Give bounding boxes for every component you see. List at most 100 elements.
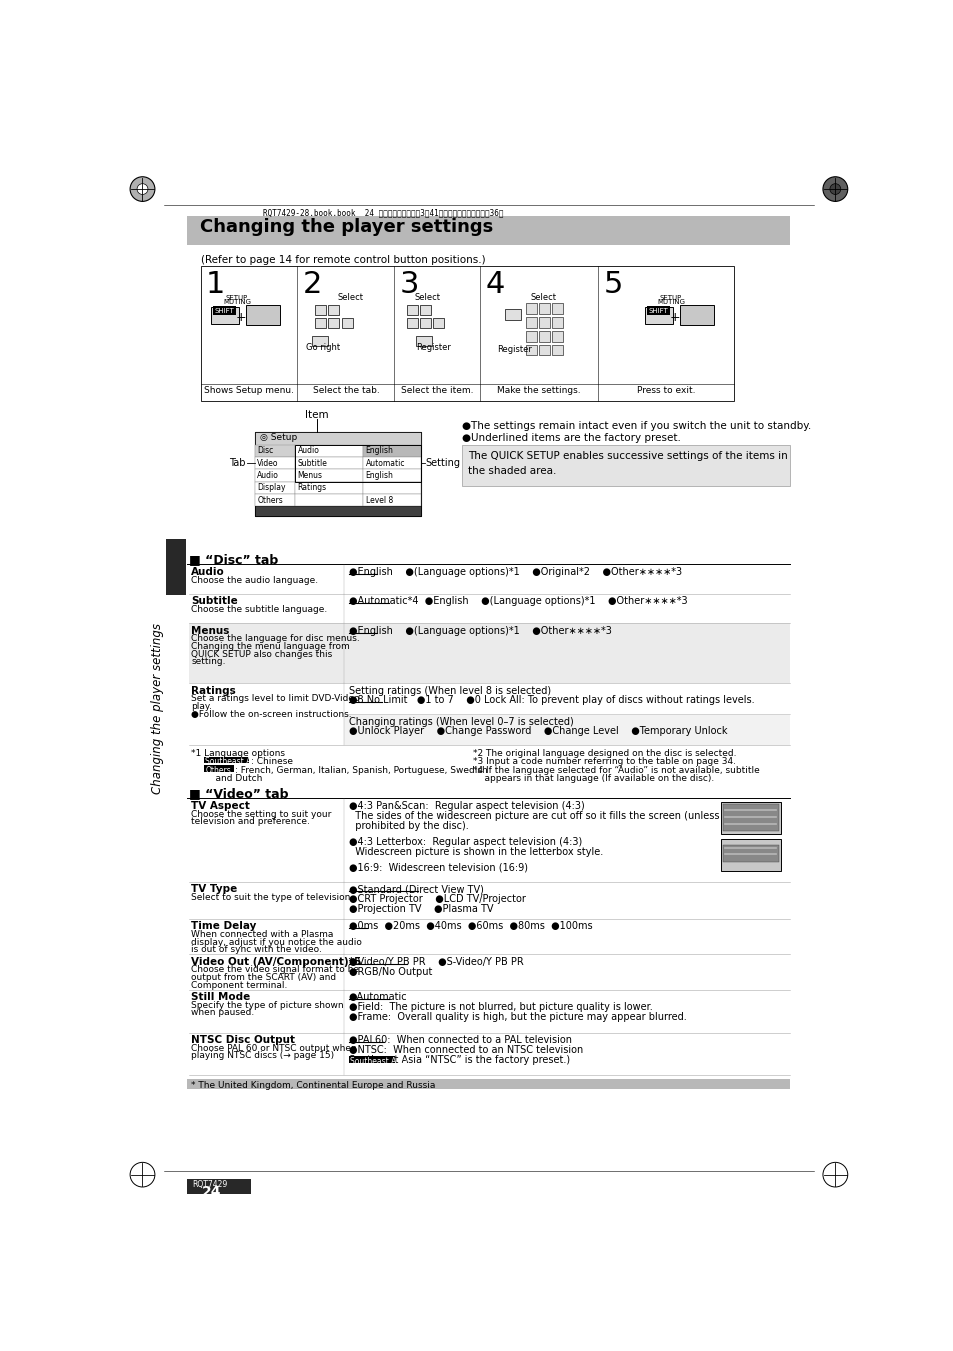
Bar (679, 305, 713, 326)
Bar (187, 1079, 790, 1089)
Circle shape (137, 184, 148, 195)
Text: prohibited by the disc).: prohibited by the disc). (348, 821, 468, 831)
Bar (294, 457, 363, 469)
Bar (254, 431, 421, 516)
Text: ●NTSC:  When connected to an NTSC television: ●NTSC: When connected to an NTSC televis… (348, 1046, 582, 1055)
Text: Time Delay: Time Delay (192, 921, 256, 931)
Bar (363, 444, 421, 457)
Bar (189, 594, 790, 623)
Bar (538, 317, 550, 328)
Text: ◎ Setup: ◎ Setup (259, 434, 296, 442)
Text: * The United Kingdom, Continental Europe and Russia: * The United Kingdom, Continental Europe… (191, 1081, 435, 1090)
Text: Level 8: Level 8 (365, 496, 393, 504)
Bar (328, 304, 339, 315)
Text: ●The settings remain intact even if you switch the unit to standby.: ●The settings remain intact even if you … (461, 422, 810, 431)
Text: SHIFT: SHIFT (214, 308, 234, 313)
Text: Subtitle: Subtitle (297, 458, 327, 467)
Text: output from the SCART (AV) and: output from the SCART (AV) and (192, 973, 336, 982)
Text: *1 Language options: *1 Language options (192, 748, 285, 758)
Bar (189, 990, 790, 1034)
Text: Register: Register (497, 345, 532, 354)
Text: ●Automatic*4  ●English    ●(Language options)*1    ●Other∗∗∗∗*3: ●Automatic*4 ●English ●(Language options… (348, 596, 686, 607)
Text: Choose the video signal format to be: Choose the video signal format to be (192, 965, 359, 974)
Text: ●Frame:  Overall quality is high, but the picture may appear blurred.: ●Frame: Overall quality is high, but the… (348, 1012, 685, 1023)
Bar (315, 317, 326, 328)
Text: Ratings: Ratings (192, 686, 235, 696)
Text: QUICK SETUP also changes this: QUICK SETUP also changes this (192, 650, 333, 658)
Text: Audio: Audio (257, 471, 279, 480)
Bar (187, 216, 790, 246)
Text: ●Projection TV    ●Plasma TV: ●Projection TV ●Plasma TV (348, 904, 493, 915)
Text: MUTING: MUTING (657, 299, 684, 305)
Bar (363, 469, 421, 482)
Text: Shows Setup menu.: Shows Setup menu. (204, 386, 294, 396)
Text: ●CRT Projector    ●LCD TV/Projector: ●CRT Projector ●LCD TV/Projector (348, 894, 525, 904)
Bar (189, 1034, 790, 1074)
Text: ●Field:  The picture is not blurred, but picture quality is lower.: ●Field: The picture is not blurred, but … (348, 1002, 652, 1012)
Bar (187, 1178, 251, 1194)
Bar (294, 469, 363, 482)
Bar (294, 444, 363, 457)
Bar (189, 623, 790, 684)
Text: Changing the player settings: Changing the player settings (152, 623, 164, 794)
Text: *2 The original language designed on the disc is selected.: *2 The original language designed on the… (472, 748, 736, 758)
Text: ●Underlined items are the factory preset.: ●Underlined items are the factory preset… (461, 434, 679, 443)
Text: when paused.: when paused. (192, 1008, 254, 1017)
Text: Audio: Audio (192, 567, 225, 577)
Text: Item: Item (305, 411, 329, 420)
Text: Component terminal.: Component terminal. (192, 981, 288, 990)
Text: SHIFT: SHIFT (648, 308, 668, 313)
Bar (722, 804, 778, 831)
Text: ●Follow the on-screen instructions.: ●Follow the on-screen instructions. (192, 709, 352, 719)
Text: Automatic: Automatic (365, 458, 405, 467)
Text: +: + (669, 311, 679, 324)
Text: Choose the setting to suit your: Choose the setting to suit your (192, 809, 332, 819)
Bar (419, 317, 431, 328)
Text: Set a ratings level to limit DVD-Video: Set a ratings level to limit DVD-Video (192, 694, 359, 703)
Bar (538, 345, 550, 355)
Bar (538, 331, 550, 342)
Text: display, adjust if you notice the audio: display, adjust if you notice the audio (192, 938, 362, 947)
Text: ●English    ●(Language options)*1    ●Original*2    ●Other∗∗∗∗*3: ●English ●(Language options)*1 ●Original… (348, 567, 681, 577)
Text: 3: 3 (399, 270, 419, 299)
Text: Press to exit.: Press to exit. (636, 386, 695, 396)
Text: Subtitle: Subtitle (192, 596, 238, 607)
Bar (344, 715, 790, 744)
Bar (525, 331, 537, 342)
Text: Southeast Asia: Southeast Asia (205, 758, 262, 766)
Bar (341, 317, 353, 328)
Text: Others: Others (257, 496, 283, 504)
Text: Select the item.: Select the item. (400, 386, 473, 396)
Text: The sides of the widescreen picture are cut off so it fills the screen (unless: The sides of the widescreen picture are … (348, 811, 719, 821)
Bar (419, 304, 431, 315)
Bar (644, 307, 672, 324)
Bar (363, 457, 421, 469)
Text: ●Video/Y PB PR    ●S-Video/Y PB PR: ●Video/Y PB PR ●S-Video/Y PB PR (348, 957, 523, 967)
Text: playing NTSC discs (→ page 15): playing NTSC discs (→ page 15) (192, 1051, 335, 1061)
Circle shape (130, 177, 154, 201)
Bar (722, 846, 778, 862)
Bar (433, 317, 443, 328)
Bar (211, 307, 238, 324)
Bar (254, 494, 294, 507)
Text: appears in that language (If available on the disc).: appears in that language (If available o… (472, 774, 713, 784)
Bar (505, 309, 520, 320)
Text: Audio: Audio (297, 446, 319, 455)
Bar (204, 765, 233, 771)
Circle shape (822, 177, 847, 201)
Bar (525, 317, 537, 328)
Bar (363, 482, 421, 494)
Text: Specify the type of picture shown: Specify the type of picture shown (192, 1001, 344, 1009)
Bar (189, 882, 790, 919)
Text: TV Aspect: TV Aspect (192, 801, 250, 811)
Bar (254, 444, 294, 457)
Text: Menus: Menus (297, 471, 322, 480)
Bar (525, 303, 537, 313)
Bar (406, 317, 417, 328)
Text: Go right: Go right (306, 343, 340, 353)
Bar (720, 839, 781, 871)
Text: SETUP: SETUP (226, 295, 248, 300)
Text: Changing ratings (When level 0–7 is selected): Changing ratings (When level 0–7 is sele… (348, 716, 573, 727)
Bar (166, 539, 186, 594)
Bar (254, 431, 421, 444)
